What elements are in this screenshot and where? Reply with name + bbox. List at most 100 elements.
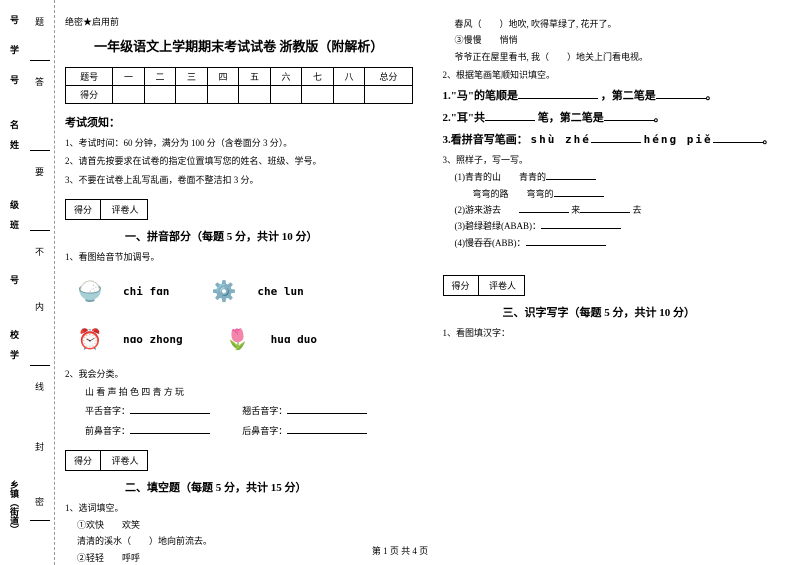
label: 翘舌音字： bbox=[242, 406, 287, 416]
question-2: 2、我会分类。 bbox=[65, 367, 413, 380]
binding-line bbox=[30, 60, 50, 61]
fill-line: 春风（ ）地吹, 吹得草绿了, 花开了。 bbox=[443, 17, 791, 31]
binding-marker: 要 bbox=[35, 165, 44, 178]
binding-label: 号 bbox=[8, 15, 21, 24]
label: (4)慢吞吞(ABB)： bbox=[455, 238, 526, 248]
example-line: (4)慢吞吞(ABB)： bbox=[443, 236, 791, 250]
option-line: ③慢慢 悄悄 bbox=[443, 33, 791, 47]
binding-label: 名 bbox=[8, 120, 21, 129]
pinyin: héng piě bbox=[644, 133, 713, 146]
binding-label: 学 bbox=[8, 350, 21, 359]
score-box: 得分 评卷人 bbox=[443, 275, 526, 296]
binding-marker: 密 bbox=[35, 495, 44, 508]
table-cell bbox=[113, 86, 145, 104]
binding-label: 姓 bbox=[8, 140, 21, 149]
stroke-question-3: 3.看拼音写笔画： shù zhé héng piě。 bbox=[443, 131, 791, 147]
binding-line bbox=[30, 365, 50, 366]
binding-label: 班 bbox=[8, 220, 21, 229]
left-column: 绝密★启用前 一年级语文上学期期末考试试卷 浙教版（附解析） 题号 一 二 三 … bbox=[65, 15, 428, 555]
pinyin-label: huɑ duo bbox=[271, 333, 317, 346]
label: 2."耳"共 bbox=[443, 112, 485, 124]
table-cell bbox=[207, 86, 239, 104]
table-header: 题号 bbox=[66, 68, 113, 86]
table-header: 四 bbox=[207, 68, 239, 86]
part1-title: 一、拼音部分（每题 5 分，共计 10 分） bbox=[125, 228, 413, 244]
instruction-item: 1、考试时间：60 分钟，满分为 100 分（含卷面分 3 分）。 bbox=[65, 136, 413, 150]
example-line: (3)碧绿碧绿(ABAB)： bbox=[443, 219, 791, 233]
score-box: 得分 评卷人 bbox=[65, 450, 148, 471]
table-cell bbox=[333, 86, 365, 104]
binding-margin: 号 题 学 号 答 名 姓 要 级 班 不 号 内 校 学 线 封 乡镇（街道）… bbox=[0, 0, 55, 565]
blank bbox=[485, 111, 535, 121]
table-cell: 得分 bbox=[66, 86, 113, 104]
blank bbox=[287, 424, 367, 434]
stroke-question-2: 2."耳"共 笔，第二笔是。 bbox=[443, 109, 791, 125]
binding-label: 级 bbox=[8, 200, 21, 209]
label: 后鼻音字： bbox=[242, 426, 287, 436]
secret-label: 绝密★启用前 bbox=[65, 15, 413, 28]
binding-line bbox=[30, 150, 50, 151]
label: (3)碧绿碧绿(ABAB)： bbox=[455, 221, 542, 231]
pinyin-label: chi fɑn bbox=[123, 285, 169, 298]
binding-marker: 答 bbox=[35, 75, 44, 88]
binding-label: 号 bbox=[8, 75, 21, 84]
example-line: (1)青青的山 青青的 bbox=[443, 170, 791, 184]
fill-line: 前鼻音字： 后鼻音字： bbox=[65, 423, 413, 439]
binding-label: 校 bbox=[8, 330, 21, 339]
part2-title: 二、填空题（每题 5 分，共计 15 分） bbox=[125, 479, 413, 495]
table-header: 三 bbox=[176, 68, 208, 86]
binding-label: 学 bbox=[8, 45, 21, 54]
binding-marker: 线 bbox=[35, 380, 44, 393]
blank bbox=[591, 133, 641, 143]
label: 笔，第二笔是 bbox=[538, 112, 604, 124]
fill-line: 平舌音字： 翘舌音字： bbox=[65, 403, 413, 419]
reviewer-label: 评卷人 bbox=[104, 451, 147, 470]
binding-label: 号 bbox=[8, 275, 21, 284]
pinyin: shù zhé bbox=[531, 133, 591, 146]
option-line: ①欢快 欢笑 bbox=[65, 518, 413, 532]
binding-line bbox=[30, 520, 50, 521]
flower-image: 🌷 bbox=[213, 319, 263, 359]
binding-marker: 题 bbox=[35, 15, 44, 28]
binding-marker: 内 bbox=[35, 300, 44, 313]
label: 1."马"的笔顺是 bbox=[443, 90, 518, 102]
image-row-1: 🍚 chi fɑn ⚙️ che lun bbox=[65, 271, 413, 311]
reviewer-label: 评卷人 bbox=[104, 200, 147, 219]
table-cell bbox=[239, 86, 271, 104]
label: (1)青青的山 青青的 bbox=[455, 172, 547, 182]
content-area: 绝密★启用前 一年级语文上学期期末考试试卷 浙教版（附解析） 题号 一 二 三 … bbox=[55, 0, 800, 565]
char-list: 山 看 声 拍 色 四 青 方 玩 bbox=[65, 384, 413, 400]
option-line: ②轻轻 呼呼 bbox=[65, 551, 413, 565]
binding-marker: 封 bbox=[35, 440, 44, 453]
table-header: 一 bbox=[113, 68, 145, 86]
label: 来 bbox=[571, 205, 580, 215]
score-label: 得分 bbox=[444, 276, 479, 295]
blank bbox=[604, 111, 654, 121]
label: 弯弯的路 弯弯的 bbox=[455, 189, 554, 199]
table-header: 总分 bbox=[365, 68, 412, 86]
instruction-item: 3、不要在试卷上乱写乱画，卷面不整洁扣 3 分。 bbox=[65, 173, 413, 187]
question-r3: 3、照样子，写一写。 bbox=[443, 153, 791, 166]
question-1: 1、看图给音节加调号。 bbox=[65, 250, 413, 263]
pinyin-label: che lun bbox=[257, 285, 303, 298]
blank bbox=[713, 133, 763, 143]
table-cell bbox=[144, 86, 176, 104]
blank bbox=[541, 219, 621, 229]
blank bbox=[554, 187, 604, 197]
page-footer: 第 1 页 共 4 页 bbox=[372, 544, 428, 557]
blank bbox=[656, 89, 706, 99]
binding-marker: 不 bbox=[35, 245, 44, 258]
label: 3.看拼音写笔画： bbox=[443, 134, 528, 146]
score-label: 得分 bbox=[66, 200, 101, 219]
question-p3-1: 1、看图填汉字： bbox=[443, 326, 791, 339]
blank bbox=[526, 236, 606, 246]
fill-line: 爷爷正在屋里看书, 我（ ）地关上门看电视。 bbox=[443, 50, 791, 64]
instructions-title: 考试须知： bbox=[65, 114, 413, 130]
part3-title: 三、识字写字（每题 5 分，共计 10 分） bbox=[503, 304, 791, 320]
table-cell bbox=[176, 86, 208, 104]
table-header: 五 bbox=[239, 68, 271, 86]
question-r2: 2、根据笔画笔顺知识填空。 bbox=[443, 68, 791, 81]
table-cell bbox=[302, 86, 334, 104]
score-table: 题号 一 二 三 四 五 六 七 八 总分 得分 bbox=[65, 67, 413, 104]
clock-image: ⏰ bbox=[65, 319, 115, 359]
